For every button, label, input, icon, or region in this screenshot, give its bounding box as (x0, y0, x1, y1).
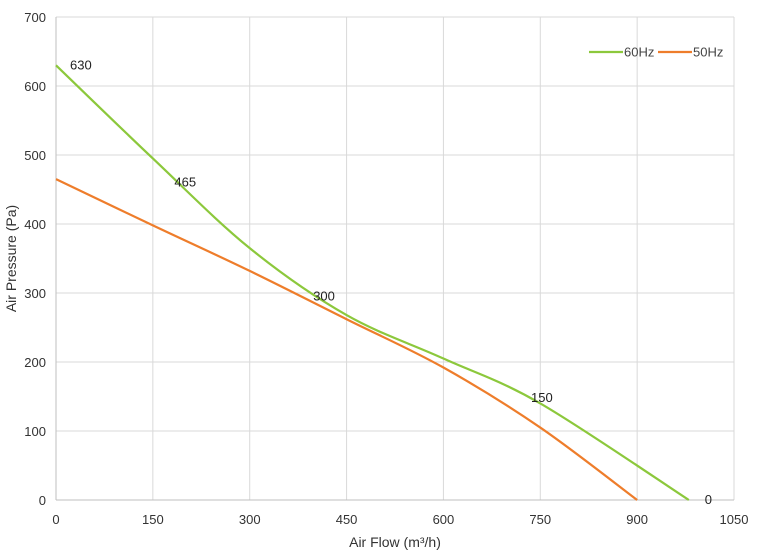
x-axis-label: Air Flow (m³/h) (349, 534, 441, 550)
annotations: 630 465 300 150 0 (70, 57, 712, 507)
y-tick-label-1: 100 (24, 424, 46, 439)
series-line-60hz (55, 64, 690, 501)
series-layer (55, 64, 690, 501)
y-tick-label-5: 500 (24, 148, 46, 163)
x-tick-label-1: 150 (142, 512, 164, 527)
y-tick-label-2: 200 (24, 355, 46, 370)
legend: 60Hz 50Hz (589, 45, 723, 60)
legend-label-60hz: 60Hz (624, 45, 654, 60)
y-axis-label: Air Pressure (Pa) (3, 205, 19, 312)
x-tick-label-0: 0 (52, 512, 59, 527)
x-tick-label-3: 450 (336, 512, 358, 527)
data-label-2: 300 (313, 289, 335, 304)
x-tick-label-4: 600 (433, 512, 455, 527)
data-label-1: 465 (174, 175, 196, 190)
x-tick-label-2: 300 (239, 512, 261, 527)
data-label-3: 150 (531, 390, 553, 405)
x-tick-label-5: 750 (529, 512, 551, 527)
y-tick-label-4: 400 (24, 217, 46, 232)
y-tick-label-3: 300 (24, 286, 46, 301)
data-label-4: 0 (705, 492, 712, 507)
y-tick-label-0: 0 (39, 493, 46, 508)
tick-labels: 0 150 300 450 600 750 900 1050 0 100 200 300 400 500 6… (24, 10, 748, 527)
x-tick-label-7: 1050 (720, 512, 749, 527)
grid (55, 16, 735, 501)
series-line-50hz (55, 178, 638, 501)
x-tick-label-6: 900 (626, 512, 648, 527)
y-tick-label-7: 700 (24, 10, 46, 25)
y-tick-label-6: 600 (24, 79, 46, 94)
legend-label-50hz: 50Hz (693, 45, 723, 60)
data-label-0: 630 (70, 57, 92, 72)
axes (55, 17, 734, 501)
